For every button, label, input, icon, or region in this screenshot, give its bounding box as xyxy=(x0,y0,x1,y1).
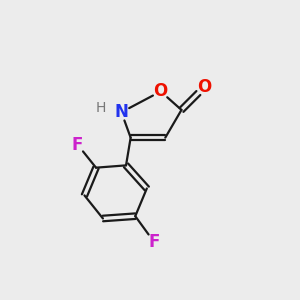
Text: F: F xyxy=(148,232,159,250)
Text: O: O xyxy=(197,78,212,96)
Text: H: H xyxy=(95,100,106,115)
Text: O: O xyxy=(154,82,168,100)
Text: F: F xyxy=(72,136,83,154)
Text: N: N xyxy=(115,103,128,121)
